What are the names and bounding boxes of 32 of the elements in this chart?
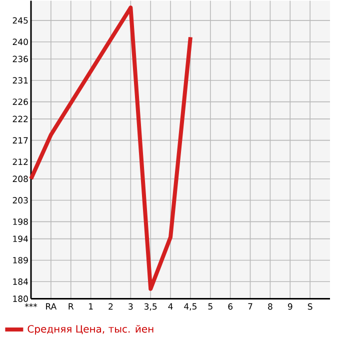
y-tick-label: 222 xyxy=(12,116,28,122)
x-tick-label: 5 xyxy=(208,303,212,310)
x-tick-label: *** xyxy=(24,303,38,308)
x-tick-label: 3 xyxy=(128,303,133,310)
x-tick-label: 8 xyxy=(268,303,272,310)
x-tick-label: 2 xyxy=(108,303,113,310)
y-tick-label: 245 xyxy=(12,17,28,24)
y-tick-label: 180 xyxy=(13,296,28,302)
y-tick-label: 231 xyxy=(12,77,28,84)
x-tick-label: R xyxy=(68,303,74,310)
line-series xyxy=(29,6,192,291)
y-tick-label: 217 xyxy=(12,137,28,144)
y-tick-label: 198 xyxy=(13,218,28,225)
y-tick-label: 194 xyxy=(13,236,28,242)
x-tick-label: 7 xyxy=(248,303,252,310)
x-tick-label: 4,5 xyxy=(184,303,196,310)
x-tick-label: 1 xyxy=(89,303,93,310)
y-tick-label: 240 xyxy=(12,38,28,46)
y-tick-label: 189 xyxy=(13,256,28,264)
x-tick-label: 4 xyxy=(168,303,173,310)
x-tick-label: RA xyxy=(46,303,57,310)
x-tick-label: S xyxy=(308,303,312,310)
x-tick-label: 3,5 xyxy=(144,303,157,311)
y-tick-label: 208 xyxy=(12,176,28,182)
y-tick-label: 203 xyxy=(12,197,28,204)
y-tick-label: 212 xyxy=(12,158,28,165)
y-tick-label: 184 xyxy=(13,278,28,285)
legend-label: Средняя Цена, тыс. йен xyxy=(28,324,154,335)
x-tick-label: 9 xyxy=(288,303,292,310)
y-tick-label: 236 xyxy=(12,56,28,62)
y-tick-label: 226 xyxy=(12,98,28,105)
x-tick-label: 6 xyxy=(228,303,233,310)
